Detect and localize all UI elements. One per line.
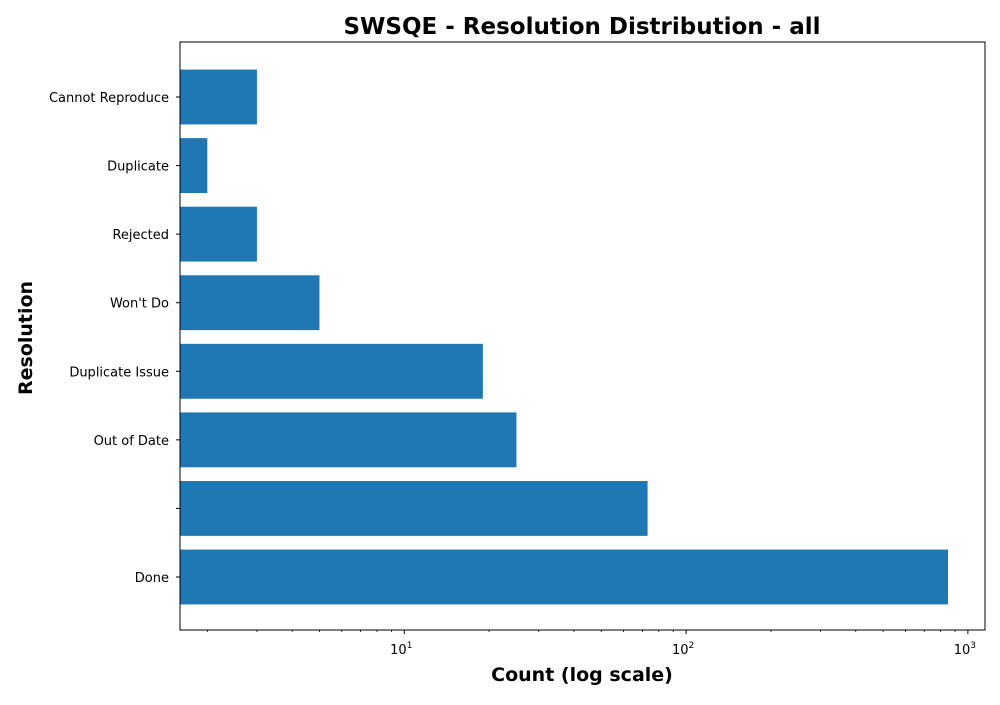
bar (180, 343, 483, 399)
x-tick-label: 103 (954, 641, 976, 658)
bars-layer (180, 69, 949, 605)
x-tick-label: 102 (672, 641, 694, 658)
x-tick-label: 101 (390, 641, 412, 658)
x-axis: 101 102 103 (206, 630, 976, 658)
bar (180, 549, 949, 605)
bar (180, 69, 257, 125)
y-tick-label: Duplicate (107, 160, 169, 175)
y-axis-title: Resolution (15, 281, 37, 395)
y-tick-label: Duplicate Issue (69, 365, 169, 380)
y-tick-label: Out of Date (94, 434, 169, 449)
y-tick-label: Won't Do (110, 297, 169, 312)
plot-frame (179, 41, 986, 631)
x-tick-base: 10 (954, 643, 971, 658)
bar (180, 275, 320, 331)
y-tick-label: Cannot Reproduce (49, 91, 169, 106)
x-axis-title: Count (log scale) (491, 664, 673, 686)
x-tick-exponent: 1 (407, 641, 413, 651)
x-tick-base: 10 (390, 643, 407, 658)
y-tick-label: Rejected (112, 228, 169, 243)
bar (180, 481, 648, 536)
y-axis: Done Out of Date Duplicate Issue Won't Do Re… (49, 91, 180, 586)
bar (180, 206, 257, 262)
y-tick-label: Done (135, 571, 169, 586)
x-tick-exponent: 3 (970, 641, 976, 651)
chart-title: SWSQE - Resolution Distribution - all (343, 14, 820, 40)
x-tick-exponent: 2 (688, 641, 694, 651)
bar (180, 412, 517, 468)
bar (180, 138, 208, 193)
x-tick-base: 10 (672, 643, 689, 658)
